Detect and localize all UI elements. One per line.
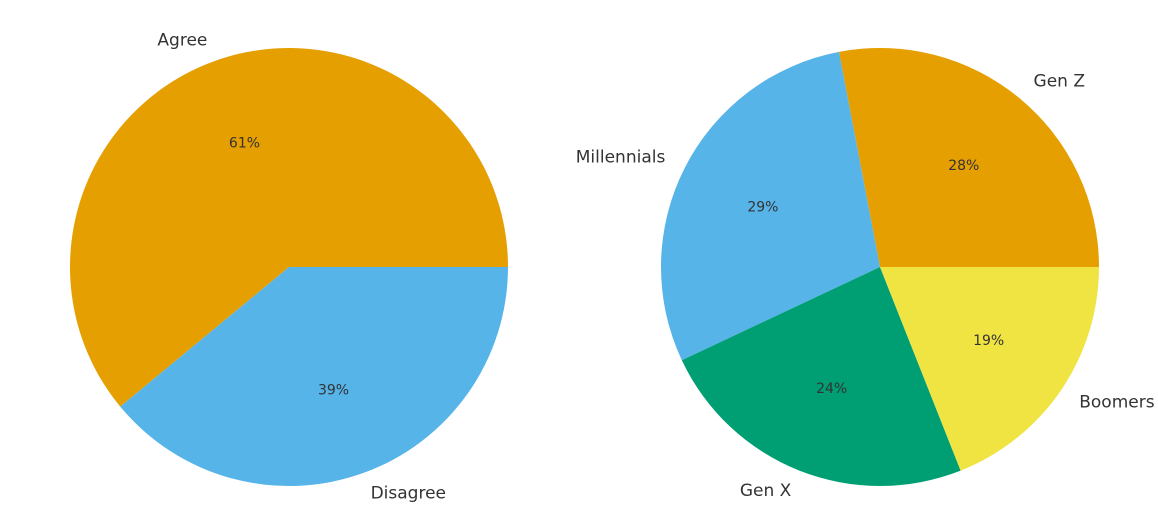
pie-slice-millennials [661, 51, 880, 361]
pie-slice-gen-z [838, 48, 1099, 268]
pie-chart-generations: Gen Z 28% Millennials 29% Gen X 24% Boomers 19% [576, 48, 1155, 501]
pie-slice-agree [70, 47, 508, 407]
slice-label: Disagree [371, 484, 446, 504]
pie-slice-disagree [120, 267, 508, 486]
slice-percent-label: 61% [229, 135, 260, 151]
slice-percent-label: 19% [973, 333, 1004, 349]
slice-percent-label: 24% [816, 381, 847, 397]
slice-percent-label: 29% [747, 199, 778, 215]
pie-slice-boomers [880, 267, 1099, 471]
slice-label: Millennials [576, 148, 666, 168]
pie-slice-gen-x [681, 267, 961, 486]
slice-label: Gen Z [1034, 71, 1085, 91]
slice-label: Gen X [740, 481, 792, 501]
slice-percent-label: 28% [948, 158, 979, 174]
slice-percent-label: 39% [318, 383, 349, 399]
slice-label: Boomers [1079, 392, 1154, 412]
pie-chart-agreement: Agree 61% Disagree 39% [70, 30, 508, 504]
slice-label: Agree [157, 30, 207, 50]
